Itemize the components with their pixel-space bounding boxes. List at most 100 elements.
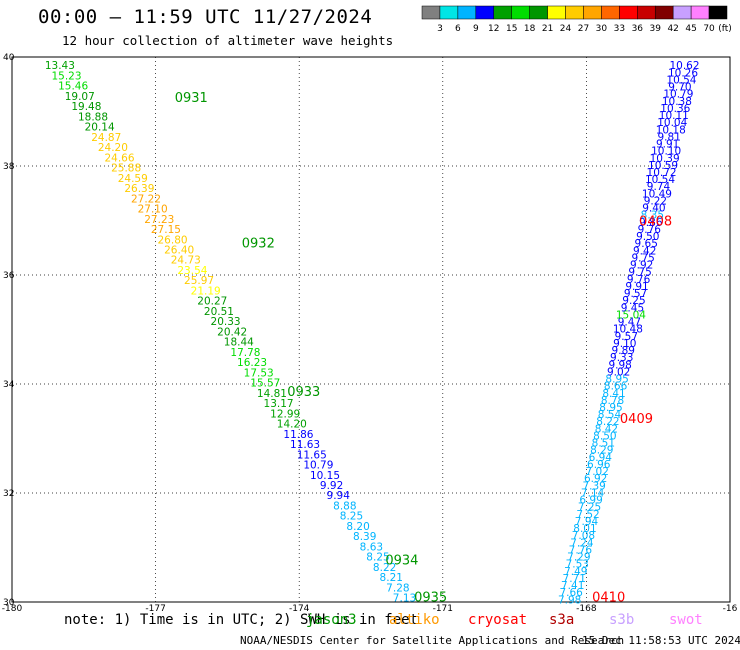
wave-height-value: 10.39 — [650, 153, 680, 165]
wave-height-value: 8.25 — [340, 511, 363, 523]
wave-height-value: 9.86 — [639, 217, 663, 229]
wave-height-value: 8.29 — [590, 445, 613, 457]
wave-height-value: 8.54 — [598, 409, 622, 421]
time-label: 0408 — [639, 215, 672, 230]
wave-height-value: 7.13 — [393, 593, 416, 605]
y-axis-ticks: 30 32 34 36 38 40 — [3, 53, 15, 608]
color-swatch — [439, 5, 459, 20]
wave-height-value: 11.65 — [297, 449, 327, 461]
wave-height-value: 10.72 — [647, 167, 677, 179]
wave-height-value: 7.52 — [576, 509, 599, 521]
legend-cryosat: cryosat — [468, 612, 528, 628]
color-scale-label: 33 — [614, 24, 625, 34]
wave-height-value: 10.10 — [651, 146, 681, 158]
wave-height-value: 15.23 — [51, 70, 81, 82]
x-tick-label: -171 — [433, 604, 453, 614]
wave-height-value: 15.04 — [616, 309, 646, 321]
wave-height-value: 7.71 — [563, 573, 586, 585]
wave-height-value: 7.24 — [570, 537, 594, 549]
wave-height-value: 10.38 — [662, 96, 692, 108]
wave-height-value: 10.59 — [648, 160, 678, 172]
wave-height-value: 15.57 — [250, 378, 280, 390]
wave-height-value: 7.76 — [569, 544, 593, 556]
wave-height-value: 9.75 — [631, 252, 654, 264]
x-tick-label: -16 — [723, 604, 738, 614]
wave-height-value: 11.63 — [290, 439, 320, 451]
wave-height-value: 8.35 — [641, 210, 664, 222]
color-scale-label: 24 — [560, 24, 572, 34]
time-label: 0935 — [414, 591, 447, 606]
color-scale-label: 70 — [703, 24, 715, 34]
color-swatch — [601, 5, 620, 20]
wave-height-value: 10.54 — [645, 174, 675, 186]
color-swatch — [475, 5, 495, 20]
color-scale-label: 27 — [578, 24, 589, 34]
color-swatch — [565, 5, 584, 20]
wave-height-value: 6.94 — [589, 452, 613, 464]
wave-height-value: 24.20 — [98, 142, 128, 154]
wave-height-value: 9.70 — [668, 82, 691, 94]
wave-height-value: 24.59 — [118, 173, 148, 185]
legend-s3a: s3a — [549, 612, 575, 628]
wave-height-value: 8.51 — [592, 438, 615, 450]
color-swatch — [493, 5, 512, 20]
wave-height-value: 10.49 — [642, 188, 672, 200]
wave-height-value: 7.25 — [578, 502, 601, 514]
wave-height-value: 9.02 — [607, 366, 630, 378]
color-scale-label: 30 — [596, 24, 608, 34]
wave-height-value: 10.15 — [310, 470, 340, 482]
wave-height-value: 7.94 — [575, 516, 599, 528]
color-scale-label: 45 — [685, 24, 696, 34]
wave-height-value: 19.07 — [65, 91, 95, 103]
wave-height-value: 18.88 — [78, 111, 108, 123]
color-swatch — [690, 5, 710, 20]
wave-height-value: 20.27 — [197, 296, 227, 308]
wave-height-value: 13.43 — [45, 60, 75, 72]
wave-height-value: 9.22 — [644, 195, 667, 207]
footer-timestamp: 15 Dec 11:58:53 UTC 2024 — [582, 634, 740, 647]
color-scale-label: 3 — [437, 24, 443, 34]
wave-height-value: 9.76 — [638, 224, 662, 236]
color-swatch — [529, 5, 548, 20]
plot-frame — [11, 56, 731, 603]
wave-height-value: 27.23 — [144, 214, 174, 226]
chart-title: 00:00 — 11:59 UTC 11/27/2024 — [38, 6, 373, 28]
time-label: 0931 — [175, 91, 208, 106]
wave-height-value: 8.22 — [373, 562, 396, 574]
x-tick-label: -168 — [576, 604, 597, 614]
color-scale-label: 6 — [455, 24, 461, 34]
wave-height-value: 9.98 — [608, 359, 631, 371]
wave-height-value: 10.54 — [666, 74, 696, 86]
wave-height-value: 20.51 — [204, 306, 234, 318]
wave-height-value: 16.23 — [237, 357, 267, 369]
color-swatch — [511, 5, 530, 20]
wave-height-value: 8.01 — [573, 523, 596, 535]
time-label: 0410 — [592, 591, 625, 606]
wave-height-value: 9.25 — [622, 295, 645, 307]
wave-height-value: 14.81 — [257, 388, 287, 400]
wave-height-value: 8.41 — [602, 388, 625, 400]
wave-height-value: 6.92 — [584, 473, 607, 485]
wave-height-value: 10.62 — [669, 60, 699, 72]
wave-height-value: 27.15 — [151, 224, 181, 236]
wave-height-value: 9.74 — [647, 181, 671, 193]
legend-swot: swot — [669, 612, 703, 628]
wave-height-value: 10.48 — [613, 324, 643, 336]
x-tick-label: -174 — [289, 604, 310, 614]
wave-height-value: 8.95 — [599, 402, 622, 414]
wave-height-value: 7.39 — [582, 480, 605, 492]
legend-s3b: s3b — [609, 612, 635, 628]
wave-height-value: 13.17 — [264, 398, 294, 410]
wave-height-value: 10.18 — [656, 124, 686, 136]
gridlines — [12, 57, 730, 602]
y-tick-label: 32 — [3, 489, 14, 499]
wave-height-value: 9.47 — [618, 317, 641, 329]
wave-height-value: 10.04 — [657, 117, 687, 129]
wave-height-value: 26.39 — [124, 183, 154, 195]
wave-height-value: 8.78 — [601, 395, 624, 407]
color-swatch — [672, 5, 692, 20]
wave-height-value: 9.76 — [627, 274, 651, 286]
wave-height-value: 27.22 — [131, 193, 161, 205]
wave-height-value: 7.98 — [558, 594, 581, 606]
